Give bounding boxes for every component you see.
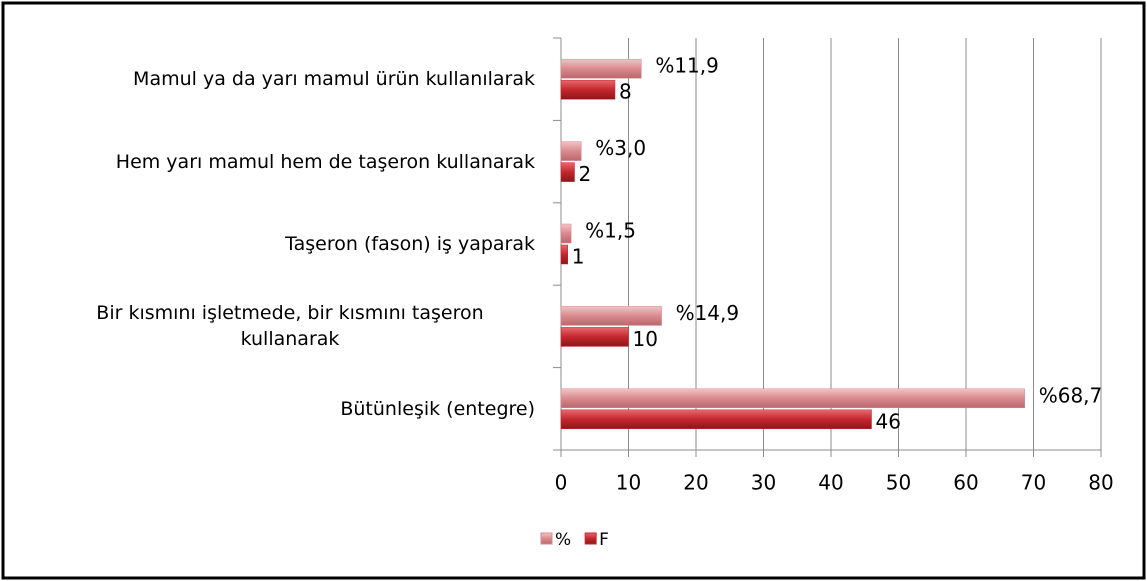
data-label: %14,9: [676, 301, 740, 325]
x-tick-label: 50: [886, 471, 911, 495]
bar: [560, 141, 582, 161]
data-label: 1: [572, 245, 585, 269]
x-tick-label: 60: [953, 471, 978, 495]
data-label: %11,9: [655, 54, 719, 78]
x-tick-label: 10: [616, 471, 641, 495]
x-tick-label: 0: [555, 471, 568, 495]
legend-swatch: [584, 532, 597, 545]
x-tick-label: 20: [683, 471, 708, 495]
y-tick-label: Taşeron (fason) iş yaparak: [285, 233, 535, 255]
y-tick-label: Bir kısmını işletmede, bir kısmını taşer…: [96, 302, 484, 351]
x-tick-label: 70: [1021, 471, 1046, 495]
legend-label: F: [599, 530, 609, 550]
y-tick-label: Mamul ya da yarı mamul ürün kullanılarak: [133, 68, 535, 91]
legend-label: %: [555, 530, 571, 550]
data-label: 10: [633, 327, 658, 351]
bar: [560, 223, 572, 244]
bar: [560, 306, 662, 326]
bar: [560, 244, 568, 265]
data-label: %68,7: [1039, 383, 1103, 407]
data-label: 8: [619, 80, 632, 104]
x-tick-label: 80: [1088, 471, 1113, 495]
bar: [560, 409, 872, 430]
bar: [560, 327, 629, 347]
bar: [560, 58, 642, 79]
legend-swatch: [540, 532, 553, 545]
data-label: %3,0: [595, 136, 646, 160]
x-tick-label: 40: [818, 471, 843, 495]
data-label: 2: [579, 162, 592, 186]
bar: [560, 162, 575, 182]
bar: [560, 388, 1025, 409]
y-tick-label: Hem yarı mamul hem de taşeron kullanarak: [115, 150, 535, 173]
x-tick-label: 30: [751, 471, 776, 495]
y-tick-label: Bütünleşik (entegre): [340, 397, 535, 420]
data-label: 46: [876, 409, 901, 433]
data-label: %1,5: [585, 219, 636, 243]
bar: [560, 79, 616, 100]
